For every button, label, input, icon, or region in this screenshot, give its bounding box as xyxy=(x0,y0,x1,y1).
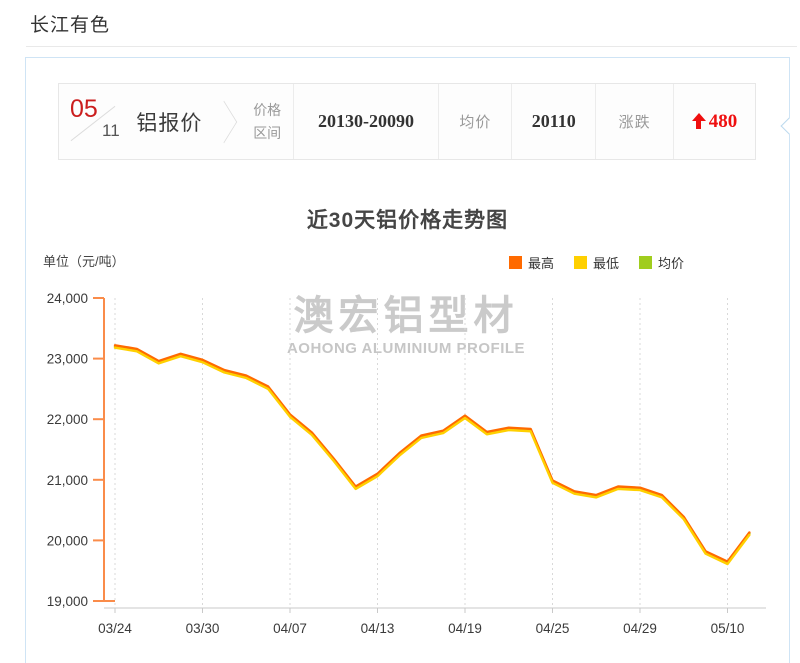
legend-item-average: 均价 xyxy=(639,253,684,272)
svg-text:03/24: 03/24 xyxy=(98,621,132,636)
svg-text:23,000: 23,000 xyxy=(47,352,88,367)
svg-text:04/07: 04/07 xyxy=(273,621,307,636)
up-arrow-icon xyxy=(691,113,706,130)
low-series-swatch xyxy=(574,256,588,269)
svg-text:22,000: 22,000 xyxy=(47,412,88,427)
quote-date: 05 11 xyxy=(59,84,132,159)
legend-item-low: 最低 xyxy=(574,253,619,272)
quote-date-month: 05 xyxy=(70,95,98,123)
watermark-cn: 澳宏铝型材 xyxy=(293,294,519,338)
change-value: 480 xyxy=(673,84,755,159)
chart-legend: 最高 最低 均价 xyxy=(509,253,704,272)
quote-bar[interactable]: 05 11 铝报价 价格 区间 20130-20090 均价 20110 涨跌 xyxy=(58,83,756,160)
quote-product-label: 铝报价 xyxy=(136,111,203,135)
content-panel: 05 11 铝报价 价格 区间 20130-20090 均价 20110 涨跌 xyxy=(25,57,798,663)
svg-text:05/10: 05/10 xyxy=(711,621,745,636)
high-series-swatch xyxy=(509,256,522,269)
watermark: 澳宏铝型材 AOHONG ALUMINIUM PROFILE xyxy=(241,295,571,357)
svg-text:20,000: 20,000 xyxy=(47,533,88,548)
panel-arrow-notch-icon xyxy=(780,117,798,135)
average-price-label: 均价 xyxy=(438,84,511,159)
price-range-value: 20130-20090 xyxy=(292,84,439,159)
chart-title: 近30天铝价格走势图 xyxy=(306,209,509,232)
price-range-label: 价格 区间 xyxy=(242,84,293,159)
chart-unit-label: 单位（元/吨） xyxy=(43,254,125,269)
svg-text:04/19: 04/19 xyxy=(448,621,482,636)
title-divider xyxy=(26,46,797,47)
svg-text:03/30: 03/30 xyxy=(186,621,220,636)
svg-text:19,000: 19,000 xyxy=(47,594,88,609)
svg-text:04/13: 04/13 xyxy=(361,621,395,636)
page-title: 长江有色 xyxy=(30,15,111,36)
quote-date-day: 11 xyxy=(102,121,120,140)
change-label: 涨跌 xyxy=(595,84,673,159)
chevron-zone xyxy=(207,84,242,159)
average-series-swatch xyxy=(639,256,653,269)
svg-text:21,000: 21,000 xyxy=(47,473,88,488)
legend-item-high: 最高 xyxy=(509,253,554,272)
change-amount: 480 xyxy=(708,110,738,132)
price-trend-chart: 03/24 03/30 04/07 04/13 04/19 04/25 04/29 05/10… xyxy=(47,291,766,636)
price-range-label-line1: 价格 xyxy=(253,101,282,118)
svg-text:24,000: 24,000 xyxy=(47,291,88,306)
svg-text:04/25: 04/25 xyxy=(536,621,570,636)
average-price-value: 20110 xyxy=(511,84,595,159)
svg-text:04/29: 04/29 xyxy=(623,621,657,636)
chevron-right-icon xyxy=(211,100,238,143)
price-range-label-line2: 区间 xyxy=(253,124,282,141)
